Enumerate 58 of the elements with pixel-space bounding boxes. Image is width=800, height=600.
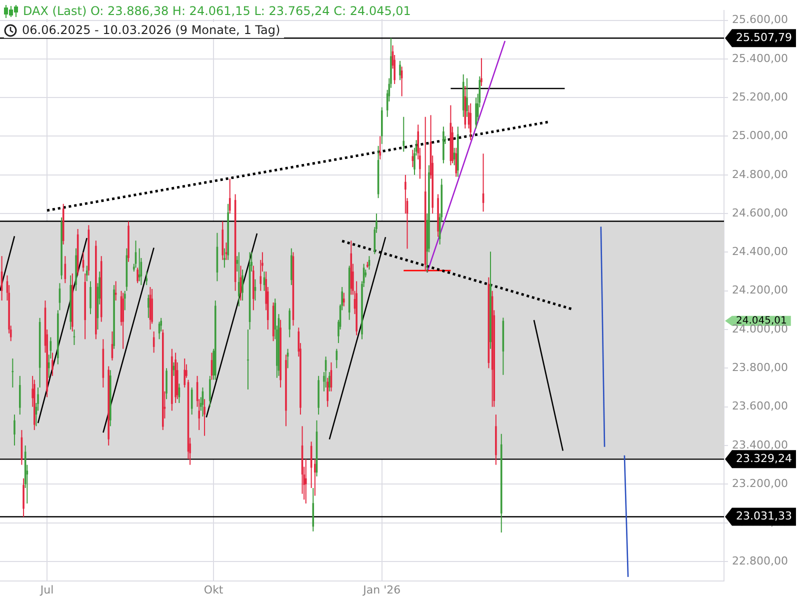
- candlestick: [480, 58, 482, 86]
- x-tick-label: Okt: [204, 583, 224, 596]
- candlestick: [288, 308, 290, 338]
- candlestick: [152, 330, 155, 354]
- candlestick: [475, 97, 477, 130]
- candlestick: [224, 248, 226, 268]
- candlestick: [242, 269, 244, 302]
- y-tick-label: 25.200,00: [732, 90, 788, 104]
- ref-line-label: 23.329,24: [736, 452, 792, 466]
- y-tick-label: 22.800,00: [732, 554, 788, 568]
- candlestick: [343, 292, 345, 307]
- y-tick-label: 24.600,00: [732, 206, 788, 220]
- candlestick: [247, 329, 249, 390]
- candlestick: [14, 414, 16, 446]
- candlestick: [312, 488, 314, 532]
- candlestick: [314, 458, 316, 496]
- candlestick: [190, 387, 193, 416]
- chart-title: DAX (Last) O: 23.886,38 H: 24.061,15 L: 23.765,24 C: 24.045,01: [23, 3, 411, 19]
- y-tick-label: 24.200,00: [732, 284, 788, 297]
- candlestick: [136, 267, 138, 284]
- candlestick: [138, 248, 140, 282]
- candlestick: [148, 294, 150, 318]
- candlestick: [304, 458, 307, 504]
- y-tick-label: 23.200,00: [732, 477, 788, 490]
- y-tick-label: 24.400,00: [732, 245, 788, 258]
- y-tick-label: 25.400,00: [732, 52, 788, 65]
- candlestick: [209, 375, 211, 408]
- candlestick: [124, 290, 126, 311]
- candlestick: [184, 358, 186, 388]
- x-tick-label: Jul: [39, 583, 54, 596]
- y-tick-label: 23.600,00: [732, 400, 788, 413]
- candlestick: [19, 375, 21, 416]
- y-tick-label: 23.800,00: [732, 361, 788, 374]
- candlestick: [238, 252, 240, 307]
- candlestick: [399, 60, 401, 81]
- ref-line-label: 23.031,33: [736, 510, 792, 523]
- ref-line-label: 25.507,79: [736, 30, 792, 44]
- candlestick: [328, 372, 330, 392]
- candlestick: [166, 368, 168, 400]
- candlestick: [90, 280, 92, 315]
- y-tick-label: 24.800,00: [732, 168, 788, 181]
- y-tick-label: 25.000,00: [732, 129, 788, 142]
- y-tick-label: 25.600,00: [732, 13, 788, 26]
- candlestick: [402, 116, 405, 152]
- candlestick: [122, 292, 124, 350]
- candlestick: [228, 178, 231, 214]
- y-tick-label: 23.400,00: [732, 438, 788, 452]
- candlestick: [146, 271, 148, 286]
- candlestick: [466, 78, 468, 118]
- candlestick: [326, 377, 329, 408]
- candlestick: [22, 478, 24, 518]
- candlestick: [52, 352, 54, 376]
- candlestick: [86, 265, 88, 282]
- candlestick: [379, 136, 381, 160]
- candlestick: [204, 398, 206, 436]
- text: 06.06.2025 - 10.03.2026 (9 Monate, 1 Tag): [22, 22, 280, 38]
- x-tick-label: Jan '26: [362, 583, 401, 596]
- candlestick: [470, 102, 472, 141]
